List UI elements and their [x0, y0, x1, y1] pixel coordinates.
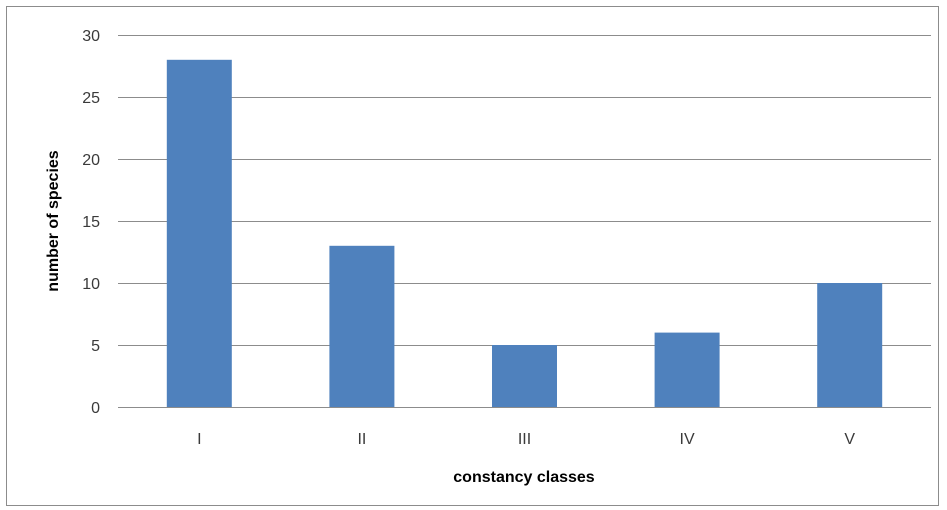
y-tick-label: 15	[82, 214, 100, 231]
x-tick-label: V	[844, 431, 855, 448]
x-tick-labels: I II III IV V	[197, 431, 855, 448]
x-tick-label: III	[518, 431, 531, 448]
bar-III	[492, 345, 557, 407]
y-tick-label: 30	[82, 28, 100, 45]
y-axis-title: number of species	[45, 150, 62, 291]
y-tick-label: 0	[91, 400, 100, 417]
x-tick-label: IV	[680, 431, 695, 448]
x-axis-title: constancy classes	[453, 469, 595, 486]
x-tick-label: I	[197, 431, 201, 448]
bar-V	[817, 283, 883, 407]
y-tick-labels: 0 5 10 15 20 25 30	[82, 28, 100, 417]
y-tick-label: 20	[82, 152, 100, 169]
y-tick-label: 25	[82, 90, 100, 107]
bar-IV	[654, 332, 720, 407]
y-tick-label: 10	[82, 276, 100, 293]
y-tick-label: 5	[91, 338, 100, 355]
bars	[166, 59, 883, 408]
bar-II	[329, 245, 395, 407]
gridlines	[118, 35, 931, 408]
bar-I	[166, 59, 232, 408]
x-tick-label: II	[357, 431, 366, 448]
chart-frame	[6, 6, 939, 506]
